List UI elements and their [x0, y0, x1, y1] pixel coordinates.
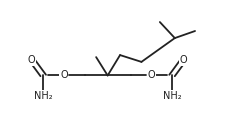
Text: O: O	[60, 70, 68, 81]
Text: NH₂: NH₂	[34, 91, 52, 101]
Text: O: O	[28, 55, 35, 65]
Text: NH₂: NH₂	[162, 91, 180, 101]
Text: O: O	[179, 55, 187, 65]
Text: O: O	[147, 70, 155, 81]
